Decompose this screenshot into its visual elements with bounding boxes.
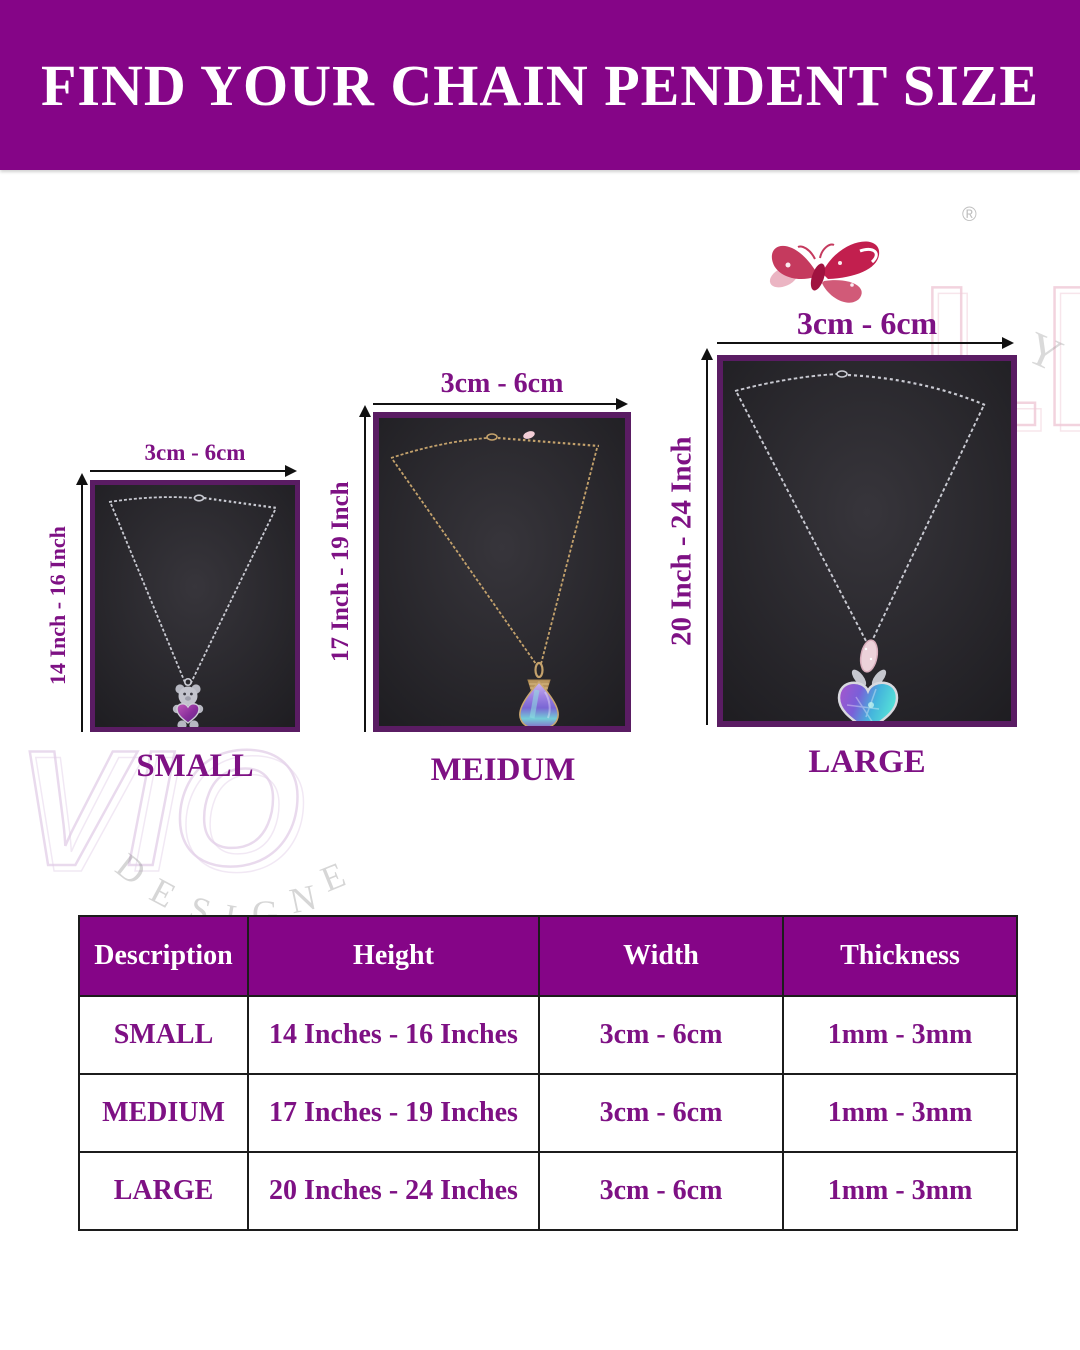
cell-width: 3cm - 6cm: [538, 1151, 784, 1231]
medium-height-label: 17 Inch - 19 Inch: [327, 481, 354, 663]
small-necklace-photo: [90, 480, 300, 732]
cell-thickness: 1mm - 3mm: [782, 1151, 1018, 1231]
extension-charm: [523, 431, 535, 439]
registered-mark: ®: [962, 204, 977, 226]
cell-width: 3cm - 6cm: [538, 1073, 784, 1153]
table-row: SMALL 14 Inches - 16 Inches 3cm - 6cm 1m…: [78, 995, 1018, 1075]
svg-text:VIO: VIO: [16, 716, 300, 900]
page-title: FIND YOUR CHAIN PENDENT SIZE: [40, 52, 1040, 118]
small-height-arrow: [76, 473, 88, 732]
large-necklace-photo: [717, 355, 1017, 727]
small-height-label: 14 Inch - 16 Inch: [45, 526, 70, 686]
cell-height: 20 Inches - 24 Inches: [247, 1151, 540, 1231]
header-description: Description: [78, 915, 249, 997]
arc-letter: D: [108, 845, 154, 893]
cell-width: 3cm - 6cm: [538, 995, 784, 1075]
table-row: LARGE 20 Inches - 24 Inches 3cm - 6cm 1m…: [78, 1151, 1018, 1231]
arc-letter: E: [315, 854, 351, 900]
large-height-arrow: [701, 348, 713, 725]
medium-necklace-photo: [373, 412, 631, 732]
stray-letter-watermark: Y: [1019, 321, 1071, 382]
table-row: MEDIUM 17 Inches - 19 Inches 3cm - 6cm 1…: [78, 1073, 1018, 1153]
header-height: Height: [247, 915, 540, 997]
medium-width-label: 3cm - 6cm: [440, 368, 564, 399]
teddy-bear-pendant: [172, 677, 204, 727]
cell-description: MEDIUM: [78, 1073, 249, 1153]
heart-pendant-necklace: [723, 361, 1011, 721]
small-size-name: SMALL: [136, 748, 254, 784]
arc-letter: E: [143, 870, 183, 916]
cell-description: LARGE: [78, 1151, 249, 1231]
cell-height: 17 Inches - 19 Inches: [247, 1073, 540, 1153]
cell-thickness: 1mm - 3mm: [782, 1073, 1018, 1153]
medium-size-name: MEIDUM: [430, 752, 576, 788]
header-thickness: Thickness: [782, 915, 1018, 997]
size-chart-table: Description Height Width Thickness SMALL…: [78, 915, 1018, 1231]
teardrop-pendant-necklace: [379, 418, 625, 726]
header-width: Width: [538, 915, 784, 997]
small-width-arrow: [90, 465, 297, 477]
large-width-label: 3cm - 6cm: [796, 305, 938, 341]
medium-width-arrow: [373, 398, 628, 410]
teardrop-pendant: [519, 661, 559, 726]
heart-pendant: [837, 639, 899, 721]
large-width-arrow: [717, 337, 1014, 349]
title-banner: FIND YOUR CHAIN PENDENT SIZE: [0, 0, 1080, 170]
small-width-label: 3cm - 6cm: [144, 440, 246, 465]
cell-height: 14 Inches - 16 Inches: [247, 995, 540, 1075]
medium-height-arrow: [359, 405, 371, 732]
large-height-label: 20 Inch - 24 Inch: [665, 436, 698, 646]
cell-thickness: 1mm - 3mm: [782, 995, 1018, 1075]
large-size-name: LARGE: [808, 744, 926, 780]
cell-description: SMALL: [78, 995, 249, 1075]
table-header-row: Description Height Width Thickness: [78, 915, 1018, 997]
teddy-bear-pendant-necklace: [95, 485, 295, 727]
